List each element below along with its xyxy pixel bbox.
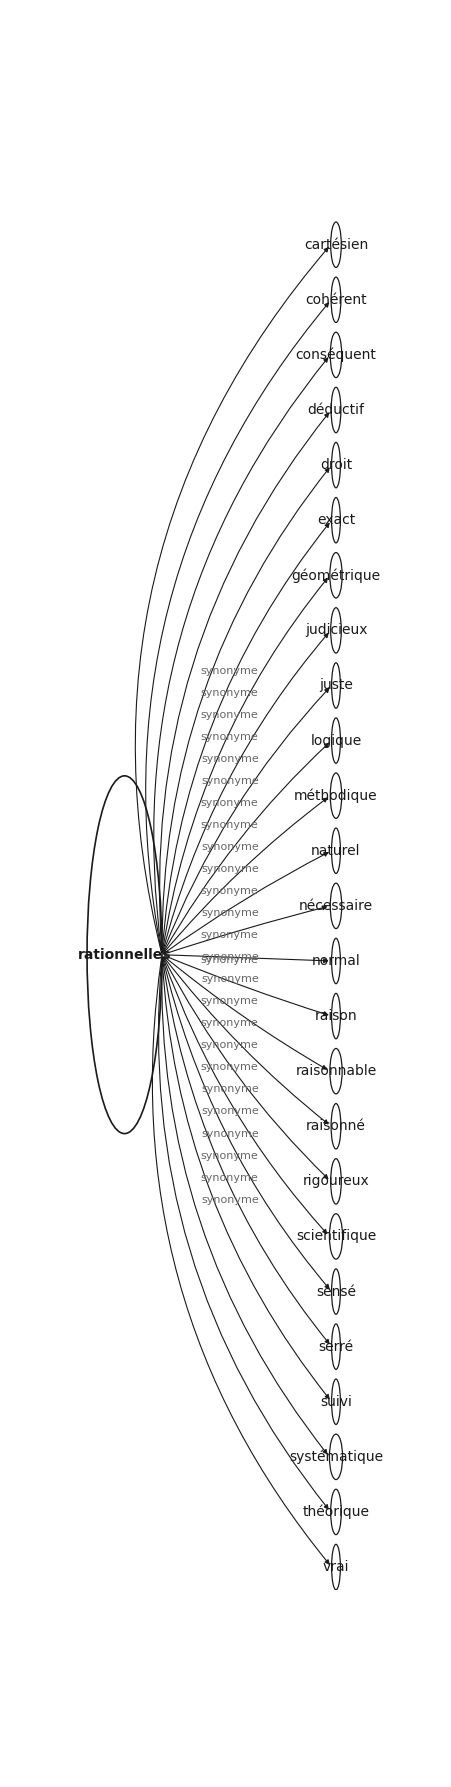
FancyArrowPatch shape [164,852,328,952]
FancyArrowPatch shape [152,958,329,1564]
Text: synonyme: synonyme [201,1172,258,1183]
Text: synonyme: synonyme [201,754,259,763]
FancyArrowPatch shape [162,468,329,952]
Text: juste: juste [319,679,353,693]
Text: méthodique: méthodique [294,788,378,802]
FancyArrowPatch shape [164,956,328,1124]
FancyArrowPatch shape [163,633,328,952]
FancyArrowPatch shape [162,958,329,1344]
FancyArrowPatch shape [154,357,328,952]
Text: synonyme: synonyme [200,1151,258,1160]
Text: scientifique: scientifique [296,1229,376,1244]
Text: synonyme: synonyme [201,908,259,919]
Text: déductif: déductif [308,404,364,416]
Text: logique: logique [310,734,362,747]
Text: synonyme: synonyme [201,952,259,961]
Text: synonyme: synonyme [201,1040,258,1051]
Text: judicieux: judicieux [305,624,367,638]
Text: nécessaire: nécessaire [299,899,373,913]
Text: synonyme: synonyme [201,733,258,742]
Text: suivi: suivi [320,1394,352,1408]
FancyArrowPatch shape [163,958,328,1179]
FancyArrowPatch shape [165,906,327,954]
Text: théorique: théorique [303,1505,369,1519]
Text: synonyme: synonyme [200,931,258,940]
FancyArrowPatch shape [165,954,327,963]
FancyArrowPatch shape [164,956,327,1069]
Text: naturel: naturel [311,843,361,858]
FancyArrowPatch shape [162,958,327,1453]
Text: synonyme: synonyme [200,997,258,1006]
Text: synonyme: synonyme [201,865,259,874]
Text: synonyme: synonyme [201,1129,259,1138]
Text: cartésien: cartésien [304,238,368,252]
Text: synonyme: synonyme [201,667,258,675]
FancyArrowPatch shape [162,958,329,1399]
FancyArrowPatch shape [162,579,327,952]
Text: synonyme: synonyme [201,688,258,697]
Text: synonyme: synonyme [201,820,258,829]
Text: synonyme: synonyme [200,799,258,808]
Text: synonyme: synonyme [200,1063,258,1072]
Text: synonyme: synonyme [201,1085,259,1094]
Text: normal: normal [312,954,360,969]
FancyArrowPatch shape [158,958,328,1508]
FancyArrowPatch shape [135,248,328,952]
Text: vrai: vrai [323,1560,349,1574]
FancyArrowPatch shape [163,688,329,952]
Text: rationnelles: rationnelles [78,947,171,961]
Text: géométrique: géométrique [291,568,381,583]
Text: sensé: sensé [316,1285,356,1299]
Text: raison: raison [315,1010,357,1024]
FancyArrowPatch shape [160,413,329,952]
Text: synonyme: synonyme [201,842,259,852]
Text: synonyme: synonyme [201,776,259,786]
Text: synonyme: synonyme [201,1019,258,1028]
Text: synonyme: synonyme [200,886,258,895]
Text: droit: droit [320,457,352,472]
Text: synonyme: synonyme [201,974,259,985]
Text: cohérent: cohérent [305,293,367,307]
FancyArrowPatch shape [165,956,328,1015]
Text: raisonnable: raisonnable [295,1065,377,1078]
Text: conséquent: conséquent [295,348,377,363]
Text: synonyme: synonyme [201,1106,259,1117]
FancyArrowPatch shape [162,524,329,952]
Text: exact: exact [317,513,355,527]
FancyArrowPatch shape [163,743,329,952]
Text: systématique: systématique [289,1449,383,1464]
Text: rigoureux: rigoureux [303,1174,369,1188]
FancyArrowPatch shape [163,958,329,1288]
Text: synonyme: synonyme [201,1196,259,1204]
FancyArrowPatch shape [164,799,327,952]
Text: serré: serré [318,1340,354,1353]
FancyArrowPatch shape [146,304,328,952]
Text: synonyme: synonyme [200,954,258,965]
Text: synonyme: synonyme [200,709,258,720]
Text: raisonné: raisonné [306,1119,366,1133]
FancyArrowPatch shape [163,958,327,1233]
